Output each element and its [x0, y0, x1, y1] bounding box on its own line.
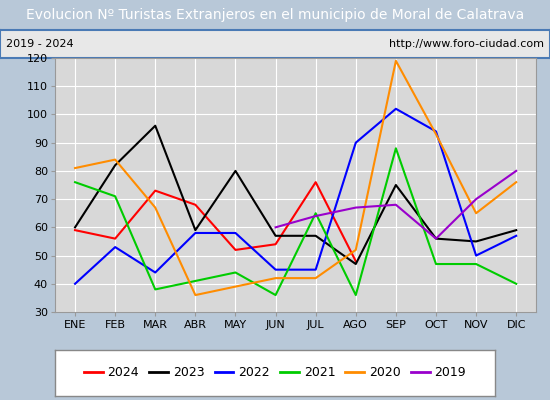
Text: http://www.foro-ciudad.com: http://www.foro-ciudad.com — [389, 39, 544, 49]
Text: Evolucion Nº Turistas Extranjeros en el municipio de Moral de Calatrava: Evolucion Nº Turistas Extranjeros en el … — [26, 8, 524, 22]
Legend: 2024, 2023, 2022, 2021, 2020, 2019: 2024, 2023, 2022, 2021, 2020, 2019 — [80, 363, 470, 383]
Text: 2019 - 2024: 2019 - 2024 — [6, 39, 73, 49]
